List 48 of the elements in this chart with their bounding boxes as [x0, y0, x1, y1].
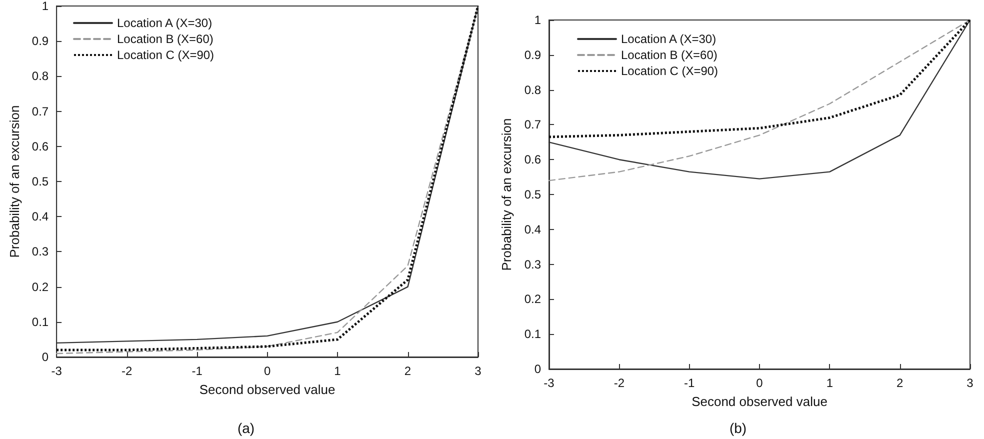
- y-tick-label: 0.6: [32, 139, 49, 154]
- legend-label: Location A (X=30): [117, 16, 212, 30]
- y-tick-label: 0.9: [524, 48, 542, 62]
- text: (a): [237, 420, 255, 436]
- y-tick-label: 0.4: [32, 210, 49, 224]
- x-axis-title: Second observed value: [199, 382, 336, 397]
- line-series: [548, 18, 972, 138]
- x-tick-label: 1: [334, 364, 342, 378]
- x-tick-label: 0: [264, 364, 271, 378]
- legend-label: Location C (X=90): [117, 48, 214, 62]
- x-tick-label: 1: [826, 376, 834, 390]
- y-tick-label: 1: [42, 0, 49, 13]
- y-tick-label: 0.2: [524, 292, 542, 306]
- y-tick-label: 0.4: [524, 222, 542, 236]
- y-axis-title: Probability of an excursion: [499, 118, 514, 271]
- text: (b): [729, 420, 747, 436]
- y-axis-title: Probability of an excursion: [7, 105, 22, 258]
- x-tick-label: 2: [404, 364, 412, 378]
- x-tick-label: -2: [121, 364, 132, 378]
- legend-label: Location B (X=60): [621, 48, 718, 62]
- x-tick-label: -1: [684, 376, 695, 390]
- y-tick-label: 0.1: [32, 314, 49, 329]
- x-axis-title: Second observed value: [692, 394, 828, 409]
- y-tick-label: 0.8: [32, 69, 49, 84]
- y-tick-label: 0.5: [32, 174, 49, 188]
- y-tick-label: 0.7: [32, 104, 49, 118]
- x-tick-label: -3: [544, 376, 555, 390]
- x-tick-label: -3: [51, 364, 62, 378]
- x-tick-label: -1: [192, 364, 203, 378]
- y-tick-label: 0.2: [32, 280, 49, 294]
- y-tick-label: 0.6: [524, 152, 542, 167]
- y-tick-label: 0.7: [524, 118, 542, 132]
- y-tick-label: 0.9: [32, 34, 49, 48]
- y-tick-label: 0.3: [32, 244, 49, 259]
- x-tick-label: 0: [756, 376, 764, 390]
- x-tick-label: -2: [614, 376, 625, 390]
- y-tick-label: 0: [42, 350, 49, 364]
- y-tick-label: 0.8: [524, 82, 542, 97]
- legend-label: Location C (X=90): [621, 64, 718, 78]
- x-tick-label: 2: [896, 376, 904, 390]
- y-tick-label: 1: [534, 13, 542, 27]
- y-tick-label: 0.5: [524, 188, 542, 202]
- legend-label: Location B (X=60): [117, 32, 214, 46]
- x-tick-label: 3: [474, 364, 482, 378]
- y-tick-label: 0.1: [524, 327, 542, 342]
- legend-label: Location A (X=30): [621, 32, 716, 46]
- x-tick-label: 3: [966, 376, 974, 390]
- y-tick-label: 0.3: [524, 257, 542, 272]
